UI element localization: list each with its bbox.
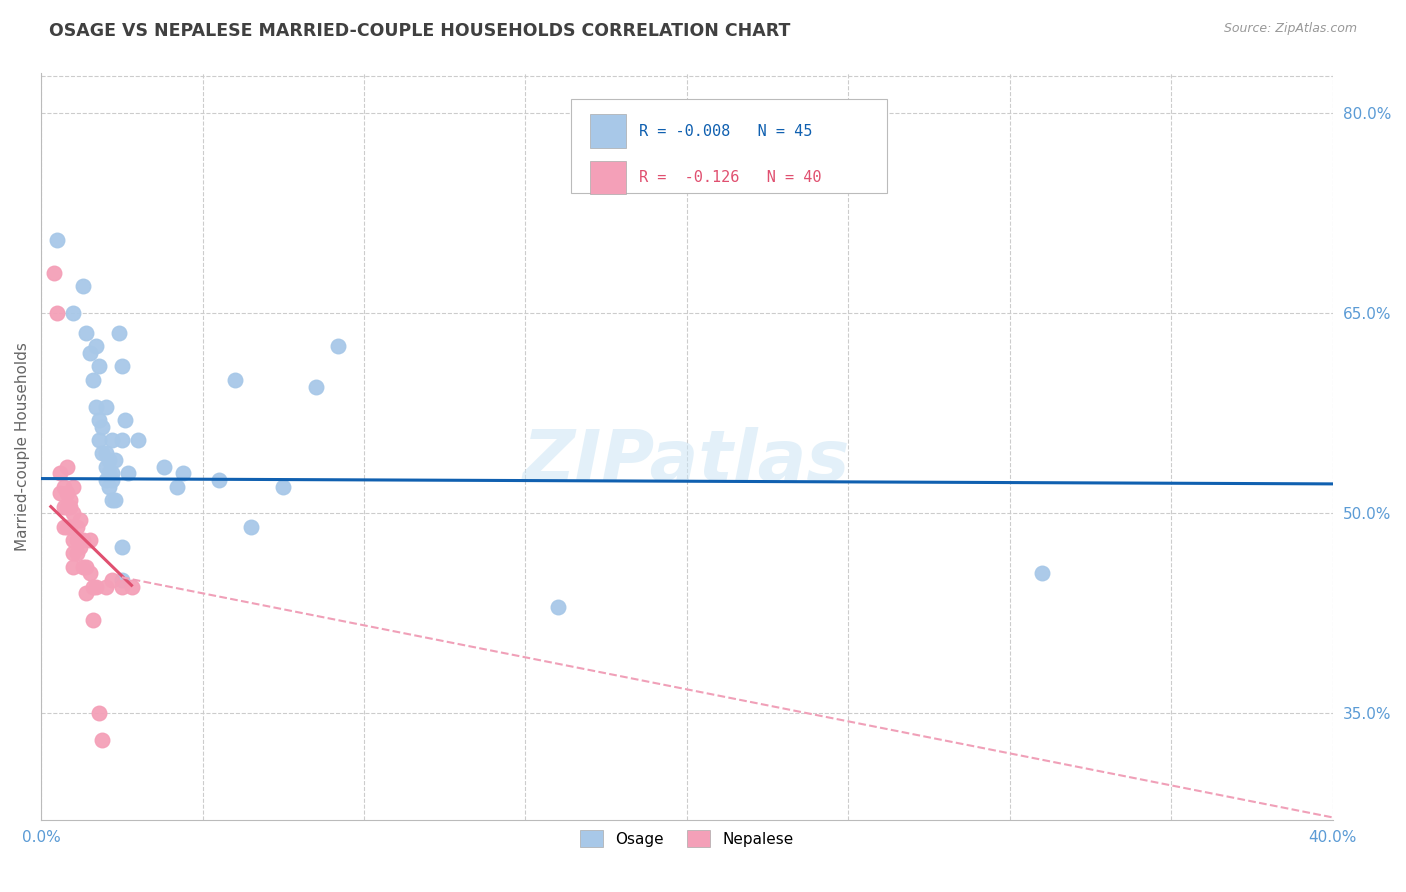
Point <box>101 473 124 487</box>
Point <box>69 513 91 527</box>
FancyBboxPatch shape <box>591 114 626 148</box>
Point <box>69 533 91 547</box>
Point <box>89 433 111 447</box>
Point <box>62 559 84 574</box>
Text: ZIPatlas: ZIPatlas <box>523 427 851 496</box>
Point <box>111 580 134 594</box>
Point <box>224 373 246 387</box>
Point <box>101 467 124 481</box>
Legend: Osage, Nepalese: Osage, Nepalese <box>574 823 800 854</box>
Point <box>72 279 94 293</box>
Point <box>42 266 65 280</box>
Point <box>89 706 111 721</box>
Point <box>75 326 97 340</box>
Point <box>56 500 79 514</box>
Point <box>56 486 79 500</box>
Point <box>91 419 114 434</box>
Point <box>117 467 139 481</box>
Point <box>75 586 97 600</box>
FancyBboxPatch shape <box>571 99 887 193</box>
Point <box>52 519 75 533</box>
Point <box>172 467 194 481</box>
Point <box>111 359 134 374</box>
Point <box>111 433 134 447</box>
Point <box>66 546 89 560</box>
Point <box>62 533 84 547</box>
Point <box>56 459 79 474</box>
Point <box>62 546 84 560</box>
Text: R =  -0.126   N = 40: R = -0.126 N = 40 <box>640 170 821 185</box>
Point <box>79 346 101 360</box>
Point <box>121 580 143 594</box>
Point <box>94 473 117 487</box>
Point <box>84 400 107 414</box>
Point <box>79 566 101 581</box>
Point <box>208 473 231 487</box>
Text: R = -0.008   N = 45: R = -0.008 N = 45 <box>640 124 813 139</box>
Text: Source: ZipAtlas.com: Source: ZipAtlas.com <box>1223 22 1357 36</box>
Point <box>56 519 79 533</box>
Point <box>91 733 114 747</box>
Point <box>111 573 134 587</box>
Point <box>101 433 124 447</box>
Point <box>69 540 91 554</box>
Point <box>104 453 127 467</box>
Point <box>166 479 188 493</box>
Point <box>49 467 72 481</box>
Point <box>89 359 111 374</box>
Point <box>97 479 120 493</box>
Point <box>82 613 104 627</box>
Point <box>46 233 69 247</box>
Point <box>111 540 134 554</box>
Point <box>97 467 120 481</box>
Point <box>72 533 94 547</box>
Point <box>107 326 129 340</box>
Point <box>89 413 111 427</box>
Point <box>84 580 107 594</box>
FancyBboxPatch shape <box>591 161 626 194</box>
Point <box>101 573 124 587</box>
Y-axis label: Married-couple Households: Married-couple Households <box>15 343 30 551</box>
Point <box>304 379 326 393</box>
Point <box>153 459 176 474</box>
Point <box>271 479 294 493</box>
Point <box>547 599 569 614</box>
Point <box>46 306 69 320</box>
Point <box>101 492 124 507</box>
Point <box>1031 566 1053 581</box>
Point <box>72 559 94 574</box>
Point <box>79 533 101 547</box>
Point <box>94 459 117 474</box>
Point <box>94 400 117 414</box>
Point <box>94 580 117 594</box>
Point <box>328 339 350 353</box>
Point <box>91 446 114 460</box>
Point <box>104 492 127 507</box>
Point <box>82 373 104 387</box>
Point <box>62 306 84 320</box>
Point <box>66 533 89 547</box>
Point <box>59 492 82 507</box>
Point <box>127 433 149 447</box>
Point <box>82 580 104 594</box>
Point <box>59 500 82 514</box>
Point <box>49 486 72 500</box>
Point <box>62 506 84 520</box>
Point <box>59 519 82 533</box>
Point <box>66 519 89 533</box>
Point <box>75 559 97 574</box>
Point <box>240 519 263 533</box>
Point <box>97 453 120 467</box>
Point <box>62 479 84 493</box>
Point <box>84 339 107 353</box>
Point <box>94 446 117 460</box>
Point <box>114 413 136 427</box>
Point <box>52 500 75 514</box>
Text: OSAGE VS NEPALESE MARRIED-COUPLE HOUSEHOLDS CORRELATION CHART: OSAGE VS NEPALESE MARRIED-COUPLE HOUSEHO… <box>49 22 790 40</box>
Point <box>52 479 75 493</box>
